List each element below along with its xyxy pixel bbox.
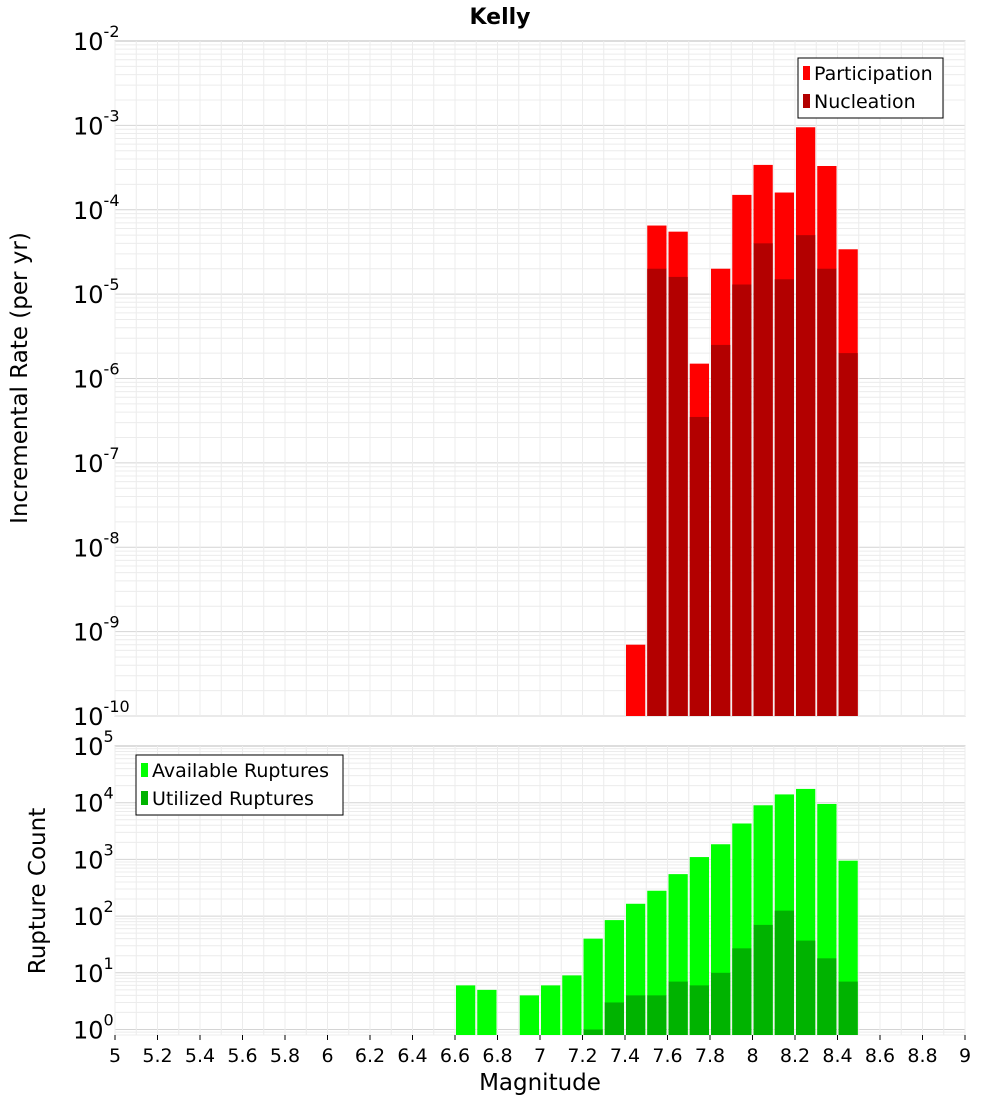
x-tick-label: 5.6 [227, 1045, 257, 1067]
x-tick-label: 5.2 [142, 1045, 172, 1067]
bar-primary [519, 995, 539, 1035]
bar-secondary [817, 958, 837, 1035]
x-tick-label: 7.2 [567, 1045, 597, 1067]
y-tick-label: 10-7 [73, 444, 120, 478]
x-tick-label: 6.8 [482, 1045, 512, 1067]
bar-secondary [753, 243, 773, 717]
bar-primary [562, 975, 582, 1035]
legend-box [797, 57, 944, 119]
bar-primary [456, 985, 476, 1035]
bar-secondary [732, 948, 752, 1035]
y-tick-label: 10-2 [73, 22, 120, 56]
y-tick-label: 10-8 [73, 528, 120, 562]
bar-secondary [689, 416, 709, 716]
y-tick-label: 10-10 [73, 697, 130, 731]
x-tick-label: 5.8 [270, 1045, 300, 1067]
y-tick-label: 10-6 [73, 360, 120, 394]
top-grid [114, 41, 966, 717]
x-tick-label: 5 [109, 1045, 121, 1067]
legend-label: Available Ruptures [152, 760, 329, 782]
legend-label: Nucleation [814, 91, 916, 113]
bottom-legend: Available Ruptures Utilized Ruptures [135, 754, 344, 816]
bar-secondary [732, 284, 752, 716]
x-tick-label: 7 [534, 1045, 546, 1067]
bar-secondary [689, 985, 709, 1035]
legend-label: Utilized Ruptures [152, 788, 314, 810]
bar-primary [477, 989, 497, 1035]
x-tick-label: 7.4 [610, 1045, 640, 1067]
bottom-bars [456, 788, 858, 1035]
top-y-axis-label: Incremental Rate (per yr) [7, 232, 33, 524]
top-y-ticks: 10-10 10-9 10-8 10-7 10-6 10-5 10-4 10-3 10-2 [73, 22, 130, 731]
x-tick-label: 8 [746, 1045, 758, 1067]
bar-secondary [753, 924, 773, 1035]
x-tick-label: 7.6 [652, 1045, 682, 1067]
y-tick-label: 102 [73, 897, 114, 931]
bar-secondary [647, 995, 667, 1035]
x-tick-label: 8.4 [822, 1045, 852, 1067]
x-tick-label: 9 [959, 1045, 971, 1067]
bar-secondary [668, 981, 688, 1035]
x-ticks: 5 5.2 5.4 5.6 5.8 6 6.2 6.4 6.6 6.8 7 7.2 7.4 7.6 7.8 8… [109, 1035, 971, 1067]
y-tick-label: 103 [73, 840, 114, 874]
legend-box [135, 754, 344, 816]
bar-secondary [668, 276, 688, 716]
x-tick-label: 8.6 [865, 1045, 895, 1067]
bar-secondary [626, 995, 646, 1035]
bottom-y-axis-label: Rupture Count [25, 808, 51, 974]
x-tick-label: 6 [321, 1045, 333, 1067]
legend-swatch [803, 66, 810, 80]
x-axis-label: Magnitude [479, 1070, 601, 1096]
y-tick-label: 100 [73, 1011, 114, 1045]
x-tick-label: 6.2 [355, 1045, 385, 1067]
x-tick-label: 8.8 [907, 1045, 937, 1067]
bar-secondary [711, 972, 731, 1035]
legend-swatch [803, 94, 810, 108]
bar-primary [626, 644, 646, 716]
legend-swatch [141, 791, 148, 805]
top-legend: Participation Nucleation [797, 57, 944, 119]
bar-secondary [711, 344, 731, 716]
bar-secondary [774, 279, 794, 716]
y-tick-label: 105 [73, 727, 114, 761]
x-tick-label: 6.4 [397, 1045, 427, 1067]
bar-secondary [796, 940, 816, 1035]
chart-title: Kelly [469, 5, 530, 30]
x-tick-label: 7.8 [695, 1045, 725, 1067]
bar-secondary [838, 981, 858, 1035]
top-bars [626, 127, 858, 717]
legend-swatch [141, 763, 148, 777]
bar-secondary [817, 268, 837, 716]
x-tick-label: 6.6 [440, 1045, 470, 1067]
bar-secondary [796, 235, 816, 716]
bottom-y-ticks: 100 101 102 103 104 105 [73, 727, 114, 1045]
y-tick-label: 10-9 [73, 613, 120, 647]
y-tick-label: 101 [73, 954, 114, 988]
y-tick-label: 10-4 [73, 191, 120, 225]
bar-secondary [583, 1029, 603, 1035]
bar-secondary [774, 910, 794, 1035]
bar-primary [583, 938, 603, 1035]
y-tick-label: 10-3 [73, 106, 120, 140]
x-tick-label: 8.2 [780, 1045, 810, 1067]
bar-secondary [838, 353, 858, 716]
bar-secondary [604, 1002, 624, 1035]
x-tick-label: 5.4 [185, 1045, 215, 1067]
bar-secondary [647, 268, 667, 716]
bar-primary [541, 985, 561, 1035]
y-tick-label: 104 [73, 784, 114, 818]
y-tick-label: 10-5 [73, 275, 120, 309]
legend-label: Participation [814, 63, 933, 85]
